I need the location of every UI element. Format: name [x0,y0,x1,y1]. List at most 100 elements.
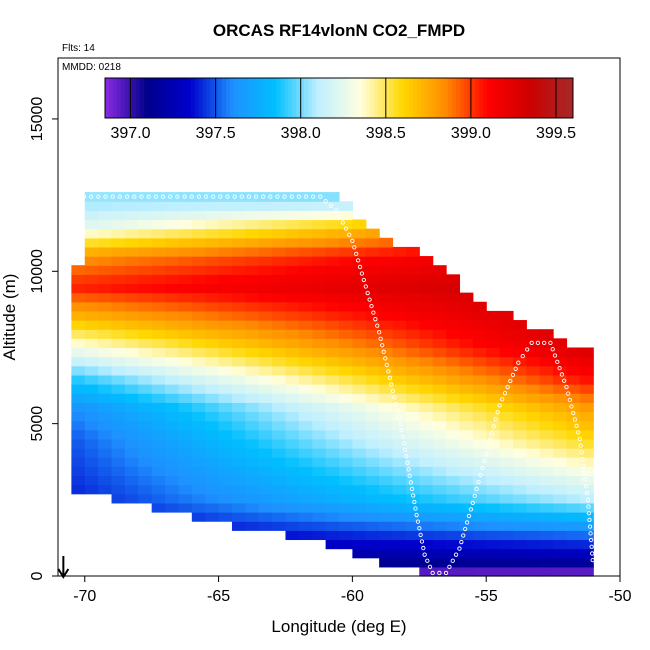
heatmap-cell [566,539,581,550]
heatmap-cell [218,457,233,467]
track-point [437,570,442,576]
heatmap-cell [392,557,407,568]
heatmap-cell [124,402,139,413]
heatmap-cell [245,475,260,486]
heatmap-cell [566,557,581,568]
heatmap-cell [365,283,380,294]
heatmap-cell [205,448,220,458]
heatmap-cell [405,475,420,486]
heatmap-cell [138,347,153,358]
track-point [261,194,266,199]
heatmap-cell [379,274,394,285]
heatmap-cell [245,411,260,422]
y-tick-label: 0 [29,571,46,580]
heatmap-cell [379,329,394,339]
track-point [203,194,209,199]
heatmap-cell [98,210,113,221]
heatmap-cell [432,502,447,513]
heatmap-cell [339,384,353,394]
heatmap-cell [111,384,126,394]
heatmap-cell [151,347,166,358]
heatmap-cell [111,475,126,486]
heatmap-cell [111,393,126,403]
heatmap-cell [84,274,99,285]
heatmap-cell [218,219,233,230]
heatmap-cell [392,466,407,477]
heatmap-cell [218,347,233,358]
heatmap-cell [512,420,527,431]
colorbar-segment [140,78,145,118]
heatmap-cell [191,283,206,294]
colorbar-segment [202,78,207,118]
heatmap-cell [472,539,487,550]
heatmap-cell [486,393,501,403]
heatmap-cell [298,265,313,275]
heatmap-field [71,192,594,577]
heatmap-cell [499,429,514,440]
heatmap-cell [272,274,287,285]
heatmap-cell [205,402,220,413]
track-point [355,258,361,263]
heatmap-cell [432,548,447,559]
heatmap-cell [71,393,86,403]
heatmap-cell [285,237,300,248]
heatmap-cell [258,283,273,294]
heatmap-cell [419,256,434,266]
heatmap-cell [526,457,541,467]
track-point [484,451,489,457]
heatmap-cell [71,320,86,330]
heatmap-cell [138,292,153,303]
heatmap-cell [285,493,300,504]
heatmap-cell [352,283,367,294]
heatmap-cell [258,384,273,394]
heatmap-cell [512,347,527,358]
track-point [380,343,385,348]
heatmap-cell [71,347,86,358]
heatmap-cell [365,320,380,330]
heatmap-cell [272,429,287,440]
heatmap-cell [231,246,246,257]
heatmap-cell [432,301,447,312]
heatmap-cell [486,338,501,349]
colorbar-segment [397,78,402,118]
heatmap-cell [365,475,380,486]
heatmap-cell [405,521,420,531]
flight-track [74,194,595,576]
colorbar-segment [405,78,410,118]
heatmap-cell [339,219,353,230]
heatmap-cell [258,493,273,504]
heatmap-cell [151,301,166,312]
colorbar-segment [315,78,320,118]
heatmap-cell [285,310,300,321]
heatmap-cell [191,228,206,239]
heatmap-cell [392,283,407,294]
heatmap-cell [151,329,166,339]
heatmap-cell [111,320,126,330]
colorbar-segment [463,78,469,118]
heatmap-cell [231,301,246,312]
heatmap-cell [325,374,340,385]
heatmap-cell [298,219,313,230]
heatmap-cell [432,448,447,458]
track-point [497,403,502,408]
heatmap-cell [298,228,313,239]
heatmap-cell [553,484,568,495]
heatmap-cell [579,365,594,376]
heatmap-cell [138,219,153,230]
heatmap-cell [191,301,206,312]
heatmap-cell [231,502,246,513]
heatmap-cell [272,265,287,275]
heatmap-cell [419,438,434,449]
track-point [88,194,94,199]
heatmap-cell [258,192,273,202]
heatmap-cell [98,384,113,394]
heatmap-cell [111,210,126,221]
heatmap-cell [365,512,380,522]
heatmap-cell [486,420,501,431]
heatmap-cell [124,393,139,403]
heatmap-cell [379,521,394,531]
track-point [482,458,487,464]
heatmap-cell [486,539,501,550]
heatmap-cell [486,347,501,358]
heatmap-cell [258,438,273,449]
